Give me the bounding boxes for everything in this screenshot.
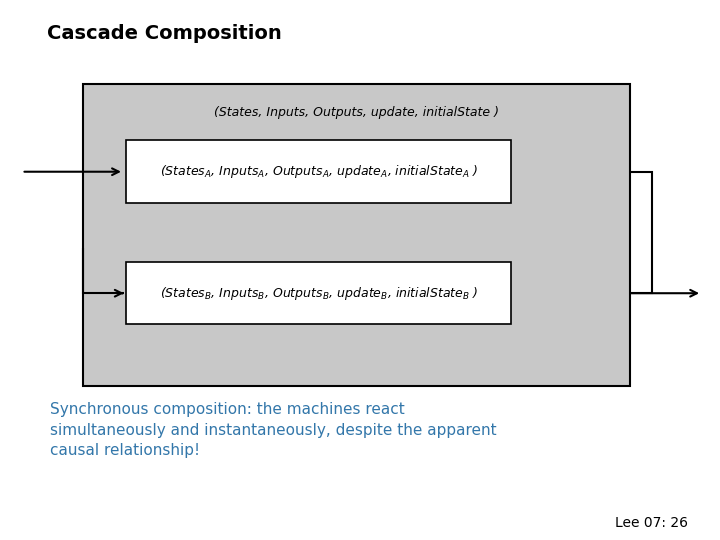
Text: Lee 07: 26: Lee 07: 26 — [615, 516, 688, 530]
Text: Cascade Composition: Cascade Composition — [47, 24, 282, 43]
Bar — [126, 262, 511, 324]
Text: (States, Inputs, Outputs, update, initialState ): (States, Inputs, Outputs, update, initia… — [214, 106, 499, 119]
Text: Synchronous composition: the machines react
simultaneously and instantaneously, : Synchronous composition: the machines re… — [50, 402, 497, 458]
Text: (States$_{A}$, Inputs$_{A}$, Outputs$_{A}$, update$_{A}$, initialState$_{A}$ ): (States$_{A}$, Inputs$_{A}$, Outputs$_{A… — [160, 163, 478, 180]
Bar — [83, 84, 630, 386]
Bar — [126, 140, 511, 202]
Text: (States$_{B}$, Inputs$_{B}$, Outputs$_{B}$, update$_{B}$, initialState$_{B}$ ): (States$_{B}$, Inputs$_{B}$, Outputs$_{B… — [160, 285, 478, 302]
